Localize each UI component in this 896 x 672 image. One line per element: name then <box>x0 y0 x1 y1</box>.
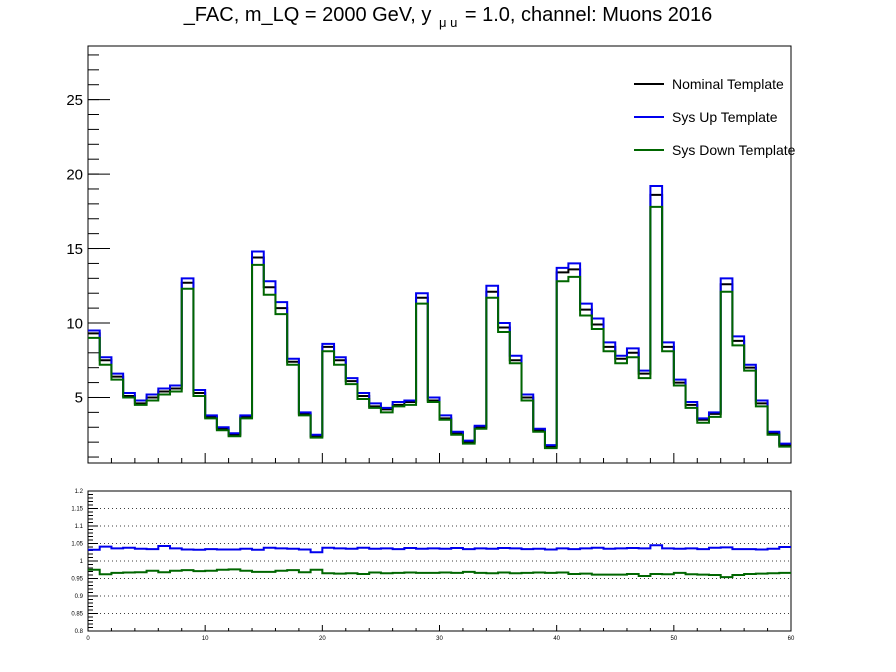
ratio-y-tick-label: 1 <box>80 559 84 565</box>
legend-label-down: Sys Down Template <box>672 142 796 158</box>
ratio-y-tick-label: 1.05 <box>71 542 83 548</box>
main-y-tick-label: 15 <box>66 241 83 258</box>
legend-label-up: Sys Up Template <box>672 109 778 125</box>
ratio-y-tick-label: 0.95 <box>71 577 83 583</box>
ratio-y-tick-label: 1.2 <box>75 489 84 495</box>
ratio-frame <box>87 490 792 632</box>
main-y-tick-label: 10 <box>66 315 83 332</box>
chart-title-subscript: μ u <box>438 15 458 30</box>
ratio-x-tick-label: 60 <box>788 636 795 642</box>
ratio-x-tick-label: 30 <box>436 636 443 642</box>
ratio-y-tick-label: 1.1 <box>75 524 84 530</box>
chart-title-main: _FAC, m_LQ = 2000 GeV, y <box>183 4 432 26</box>
ratio-x-tick-label: 0 <box>86 636 90 642</box>
ratio-y-tick-label: 0.9 <box>75 594 84 600</box>
ratio-series-up-line <box>88 544 791 554</box>
main-y-tick-label: 20 <box>66 166 83 183</box>
legend-label-nominal: Nominal Template <box>672 76 784 92</box>
ratio-y-tick-label: 0.85 <box>71 612 83 618</box>
main-panel: 5 10 15 20 25 <box>66 45 792 464</box>
main-y-tick-label: 25 <box>66 92 83 109</box>
ratio-x-tick-label: 40 <box>553 636 560 642</box>
main-y-tick-label: 5 <box>75 390 83 407</box>
main-series-down-line <box>88 205 791 450</box>
ratio-x-tick-label: 50 <box>670 636 677 642</box>
ratio-x-tick-label: 20 <box>319 636 326 642</box>
ratio-x-tick-label: 10 <box>202 636 209 642</box>
ratio-y-tick-label: 0.8 <box>75 629 84 635</box>
chart-title-rest: = 1.0, channel: Muons 2016 <box>464 4 713 26</box>
ratio-panel: 0.8 0.85 0.9 0.95 1 1.05 1.1 1.15 1.2 0 10 20 30 40 50… <box>71 489 795 642</box>
ratio-y-tick-label: 1.15 <box>71 507 83 513</box>
legend: Nominal Template Sys Up Template Sys Down … <box>634 76 796 158</box>
chart-title: _FAC, m_LQ = 2000 GeV, y μ u = 1.0, chan… <box>0 4 896 30</box>
ratio-series-down-line <box>88 568 791 579</box>
